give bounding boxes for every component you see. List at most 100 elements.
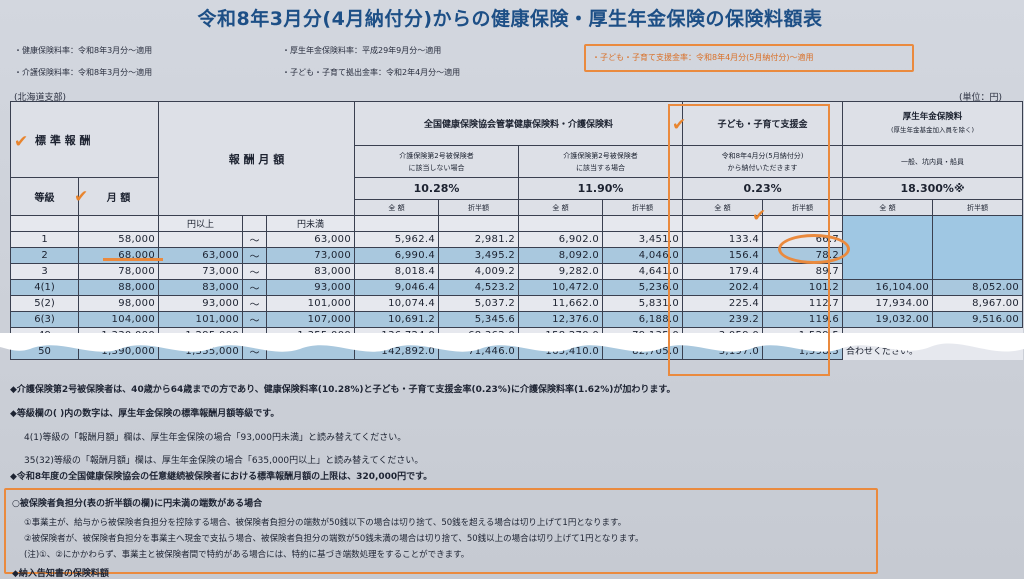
monthly-cell: 58,000	[78, 231, 159, 248]
pension-half-cell: 8,967.00	[932, 295, 1024, 312]
care-full-cell: 8,092.0	[518, 247, 604, 264]
health-full-cell: 5,962.4	[354, 231, 440, 248]
grade-cell: 6(3)	[10, 311, 79, 328]
half-amount-header: 折半額	[932, 199, 1024, 216]
care-rate-note: ・介護保険料率：令和8年3月分～適用	[14, 68, 153, 77]
health-full-cell: 10,691.2	[354, 311, 440, 328]
range-high-cell: 63,000	[265, 231, 356, 248]
no-care-line1: 介護保険第2号被保険者	[399, 151, 474, 160]
yen-over-label: 円以上	[158, 215, 243, 232]
range-low-cell: 1,355,000	[158, 343, 243, 360]
rounding-rule-note: (注)①、②にかかわらず、事業主と被保険者間で特約がある場合には、特約に基づき端…	[24, 550, 470, 560]
monthly-cell: 78,000	[78, 263, 159, 280]
pension-full-cell: 16,104.00	[842, 279, 934, 296]
grade-cell: 2	[10, 247, 79, 264]
grade-spacer	[10, 215, 79, 232]
grade-cell: 4(1)	[10, 279, 79, 296]
page-break-wave	[0, 333, 1024, 352]
range-high-cell: 83,000	[265, 263, 356, 280]
health-half-cell: 4,009.2	[438, 263, 520, 280]
care-half-cell: 4,046.0	[602, 247, 684, 264]
full-amount-header: 全 額	[354, 199, 440, 216]
full-amount-header: 全 額	[842, 199, 934, 216]
care-half-cell: 6,188.0	[602, 311, 684, 328]
child-full-cell: 156.4	[682, 247, 764, 264]
monthly-cell: 88,000	[78, 279, 159, 296]
care-line2: に該当する場合	[576, 163, 626, 172]
checkmark-icon: ✔	[752, 206, 767, 226]
rate-no-care: 10.28%	[354, 177, 520, 200]
pension-rate-note: ・厚生年金保険料率：平成29年9月分～適用	[282, 46, 442, 55]
range-high-cell: 107,000	[265, 311, 356, 328]
range-low-cell: 73,000	[158, 263, 243, 280]
care-line1: 介護保険第2号被保険者	[563, 151, 638, 160]
range-low-cell: 63,000	[158, 247, 243, 264]
amount-spacer	[438, 215, 520, 232]
note-line: ◆等級欄の( )内の数字は、厚生年金保険の標準報酬月額等級です。	[10, 409, 280, 419]
child-contribution-rate-note: ・子ども・子育て拠出金率：令和2年4月分～適用	[282, 68, 461, 77]
wave-fill	[0, 333, 1024, 352]
checkmark-icon: ✔	[14, 132, 29, 152]
rounding-rules-box: ○被保険者負担分(表の折半額の欄)に円未満の端数がある場合 ①事業主が、給与から…	[4, 488, 878, 579]
pension-title: 厚生年金保険料	[902, 111, 963, 122]
monthly-cell: 68,000	[78, 247, 159, 264]
checkmark-icon: ✔	[672, 115, 687, 135]
health-full-cell: 6,990.4	[354, 247, 440, 264]
child-support-header: 子ども・子育て支援金	[682, 101, 844, 146]
child-half-cell: 101.2	[762, 279, 844, 296]
no-care-line2: に該当しない場合	[408, 163, 465, 172]
child-support-rate-note: ・子ども・子育て支援金率：令和8年4月分(5月納付分)～適用	[592, 53, 814, 62]
pension-sub-header: 一般、坑内員・船員	[842, 145, 1024, 178]
note-line: ◆介護保険第2号被保険者は、40歳から64歳までの方であり、健康保険料率(10.…	[10, 385, 676, 395]
child-full-cell: 133.4	[682, 231, 764, 248]
grade-cell: 3	[10, 263, 79, 280]
child-full-cell: 225.4	[682, 295, 764, 312]
branch-label: (北海道支部)	[14, 93, 67, 103]
child-half-cell: 112.7	[762, 295, 844, 312]
care-half-cell: 3,451.0	[602, 231, 684, 248]
grade-cell: 5(2)	[10, 295, 79, 312]
care-full-cell: 6,902.0	[518, 231, 604, 248]
standard-remuneration-header: 標 準 報 酬	[10, 101, 159, 178]
care-full-cell: 12,376.0	[518, 311, 604, 328]
amount-spacer	[682, 215, 764, 232]
health-half-cell: 3,495.2	[438, 247, 520, 264]
highlight-ellipse	[778, 234, 850, 264]
half-amount-header: 折半額	[438, 199, 520, 216]
note-line: 35(32)等級の「報酬月額」欄は、厚生年金保険の場合「635,000円以上」と…	[24, 456, 424, 466]
monthly-cell: 98,000	[78, 295, 159, 312]
child-note-line1: 令和8年4月分(5月納付分)	[721, 151, 804, 160]
monthly-cell: 104,000	[78, 311, 159, 328]
range-low-cell	[158, 231, 243, 248]
rate-pension: 18.300%※	[842, 177, 1024, 200]
tilde-cell: ～	[242, 231, 267, 248]
health-half-cell: 4,523.2	[438, 279, 520, 296]
tilde-cell: ～	[242, 295, 267, 312]
range-low-cell: 93,000	[158, 295, 243, 312]
pension-blank	[932, 215, 1024, 280]
pension-half-cell: 9,516.00	[932, 311, 1024, 328]
note-line: 4(1)等級の「報酬月額」欄は、厚生年金保険の場合「93,000円未満」と読み替…	[24, 433, 407, 443]
highlight-underline	[103, 258, 163, 261]
health-full-cell: 8,018.4	[354, 263, 440, 280]
health-full-cell: 10,074.4	[354, 295, 440, 312]
care-full-cell: 11,662.0	[518, 295, 604, 312]
child-half-cell: 89.7	[762, 263, 844, 280]
health-half-cell: 5,037.2	[438, 295, 520, 312]
premium-table: 標 準 報 酬 報 酬 月 額 全国健康保険協会管掌健康保険料・介護保険料 子ど…	[10, 101, 1024, 360]
remuneration-header: 報 酬 月 額	[157, 101, 356, 216]
amount-spacer	[602, 215, 684, 232]
health-rate-note: ・健康保険料率：令和8年3月分～適用	[14, 46, 153, 55]
full-amount-header: 全 額	[518, 199, 604, 216]
rounding-rule-1: ①事業主が、給与から被保険者負担分を控除する場合、被保険者負担分の端数が50銭以…	[24, 518, 627, 528]
tilde-spacer	[242, 215, 267, 232]
table-row: 3 78,000 73,000 ～ 83,000 8,018.4 4,009.2…	[10, 263, 1023, 280]
care-half-cell: 5,831.0	[602, 295, 684, 312]
amount-spacer	[518, 215, 604, 232]
checkmark-icon: ✔	[74, 187, 89, 207]
amount-spacer	[354, 215, 440, 232]
health-full-cell: 9,046.4	[354, 279, 440, 296]
pension-header: 厚生年金保険料 (厚生年金基金加入員を除く)	[842, 101, 1024, 146]
range-low-cell: 83,000	[158, 279, 243, 296]
pension-note: (厚生年金基金加入員を除く)	[891, 125, 975, 134]
